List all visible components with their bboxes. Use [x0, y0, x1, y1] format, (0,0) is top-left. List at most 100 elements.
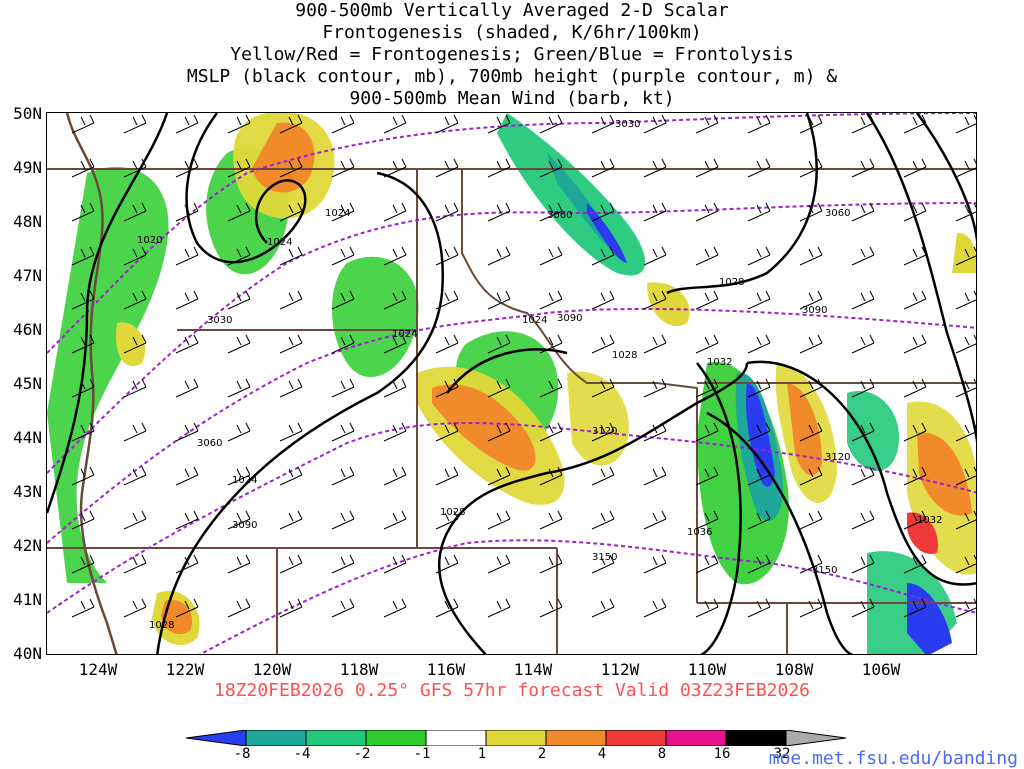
colorbar-label: 4 — [597, 746, 607, 762]
wind-barb — [747, 158, 771, 178]
wind-barb — [331, 378, 355, 398]
wind-barb — [487, 422, 511, 442]
wind-barb — [71, 114, 95, 134]
wind-barb — [227, 158, 251, 178]
wind-barb — [955, 554, 976, 574]
colorbar-cell — [186, 730, 247, 746]
wind-barb — [227, 554, 251, 574]
wind-barb — [123, 598, 147, 618]
lat-label-47n: 47N — [13, 266, 42, 285]
wind-barb — [71, 510, 95, 530]
wind-barb — [175, 114, 199, 134]
wind-barb — [591, 422, 615, 442]
lon-label-106w: 106W — [861, 660, 901, 679]
colorbar-label: 1 — [477, 746, 487, 762]
wind-barb — [643, 466, 667, 486]
wind-barb — [383, 158, 407, 178]
contour-labels: 1020 1024 1024 1024 1024 1024 1028 1028 … — [137, 119, 942, 631]
map-canvas: 1020 1024 1024 1024 1024 1024 1028 1028 … — [47, 113, 976, 654]
wind-barb — [175, 202, 199, 222]
wind-barb — [227, 598, 251, 618]
height-label: 3030 — [615, 119, 640, 130]
wind-barb — [955, 510, 976, 530]
wind-barb — [747, 246, 771, 266]
wind-barb — [539, 598, 563, 618]
wind-barb — [591, 554, 615, 574]
lat-label-43n: 43N — [13, 482, 42, 501]
lat-label-44n: 44N — [13, 428, 42, 447]
wind-barb — [695, 510, 719, 530]
site-credit-link[interactable]: moe.met.fsu.edu/banding — [768, 748, 1018, 769]
wind-barb — [591, 202, 615, 222]
wind-barb — [331, 158, 355, 178]
wind-barb — [591, 114, 615, 134]
title-line-5: 900-500mb Mean Wind (barb, kt) — [349, 88, 675, 109]
wind-barb — [539, 290, 563, 310]
wind-barb — [903, 466, 927, 486]
wind-barb — [331, 422, 355, 442]
wind-barb — [539, 466, 563, 486]
height-label: 3060 — [825, 208, 850, 219]
wind-barb — [695, 246, 719, 266]
colorbar-label: -4 — [293, 746, 311, 762]
colorbar-cell — [605, 730, 667, 746]
wind-barb — [539, 246, 563, 266]
mslp-label: 1028 — [149, 620, 174, 631]
wind-barb — [851, 378, 875, 398]
wind-barb — [695, 598, 719, 618]
wind-barb — [487, 158, 511, 178]
wind-barb — [71, 246, 95, 266]
wind-barb — [695, 158, 719, 178]
wind-barb — [71, 466, 95, 486]
height-label: 3060 — [197, 438, 222, 449]
wind-barb — [955, 334, 976, 354]
wind-barb — [747, 554, 771, 574]
height-label: 3120 — [825, 452, 850, 463]
wind-barb — [591, 598, 615, 618]
wind-barb — [227, 378, 251, 398]
wind-barb — [903, 246, 927, 266]
wind-barb — [903, 378, 927, 398]
wind-barb — [279, 510, 303, 530]
wind-barb — [643, 334, 667, 354]
colorbar-label: -8 — [233, 746, 251, 762]
wind-barb — [175, 422, 199, 442]
wind-barb — [331, 554, 355, 574]
wind-barb — [227, 246, 251, 266]
wind-barb — [383, 510, 407, 530]
wind-barb — [383, 598, 407, 618]
wind-barb — [643, 422, 667, 442]
wind-barb — [487, 202, 511, 222]
wind-barb — [643, 554, 667, 574]
wind-barb — [435, 290, 459, 310]
colorbar-label: 32 — [773, 746, 791, 762]
wind-barb — [539, 202, 563, 222]
wind-barb — [435, 554, 459, 574]
wind-barb — [435, 246, 459, 266]
wind-barb — [955, 422, 976, 442]
colorbar-cell — [425, 730, 487, 746]
wind-barb — [799, 158, 823, 178]
mslp-label: 1032 — [707, 357, 732, 368]
title-line-2: Frontogenesis (shaded, K/6hr/100km) — [322, 22, 702, 43]
wind-barb — [175, 598, 199, 618]
wind-barb — [175, 290, 199, 310]
wind-barb — [903, 158, 927, 178]
wind-barb — [643, 290, 667, 310]
wind-barb — [227, 422, 251, 442]
mslp-label: 1024 — [522, 315, 547, 326]
wind-barb — [279, 466, 303, 486]
wind-barb — [851, 510, 875, 530]
wind-barb — [903, 290, 927, 310]
lon-label-114w: 114W — [513, 660, 553, 679]
wind-barb — [227, 510, 251, 530]
wind-barb — [539, 114, 563, 134]
wind-barb — [331, 598, 355, 618]
wind-barb — [799, 202, 823, 222]
wind-barb — [591, 378, 615, 398]
lon-label-108w: 108W — [774, 660, 814, 679]
wind-barb — [175, 378, 199, 398]
wind-barb — [799, 422, 823, 442]
wind-barb — [955, 246, 976, 266]
wind-barb — [643, 202, 667, 222]
